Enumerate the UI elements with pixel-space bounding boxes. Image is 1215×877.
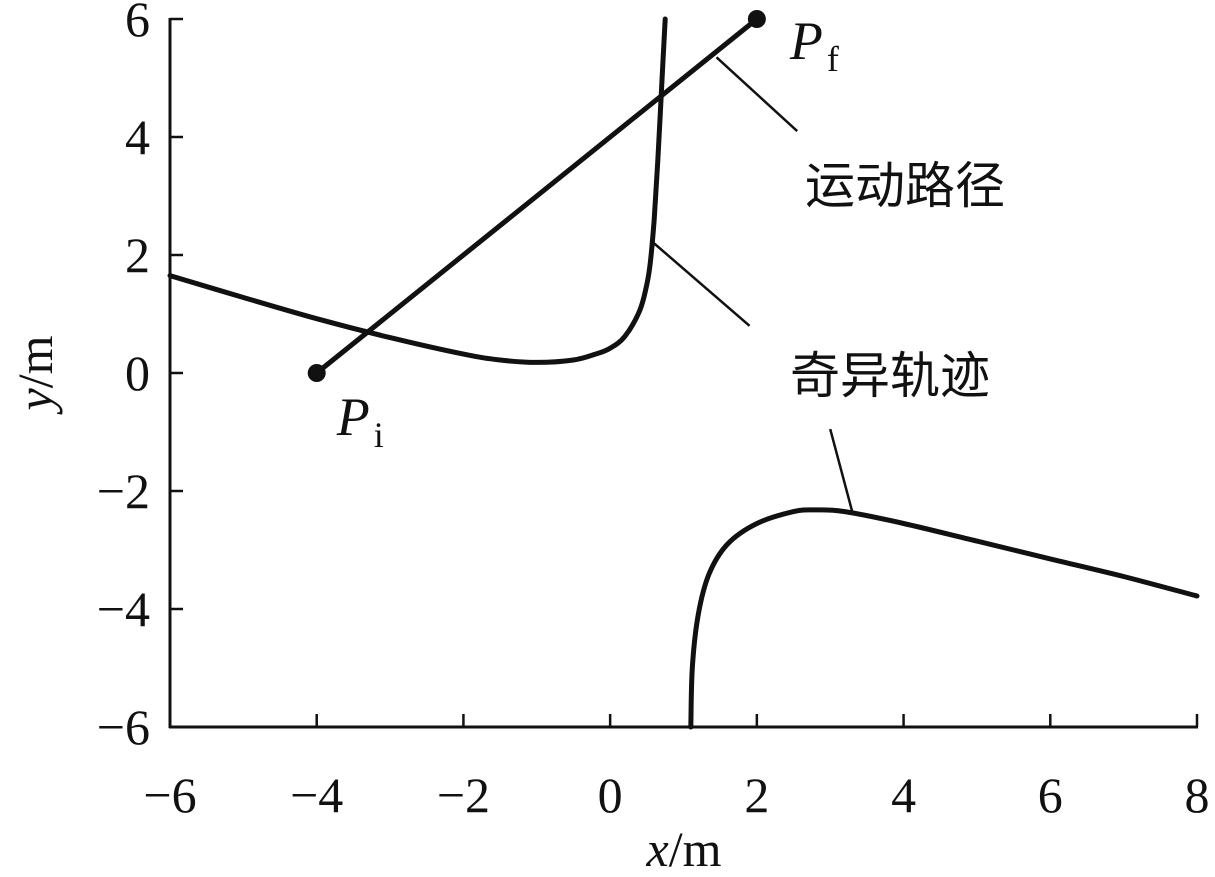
singular-trajectory-lower-line: [688, 507, 1200, 730]
x-axis-label: x/m: [646, 821, 722, 877]
y-tick-label: 0: [125, 345, 150, 401]
annotation-leader-line: [715, 56, 799, 133]
x-tick-label: −4: [290, 767, 343, 823]
x-tick-label: 0: [598, 767, 623, 823]
series: [167, 16, 1200, 730]
x-tick-label: 8: [1185, 767, 1210, 823]
y-tick-label: 6: [125, 0, 150, 47]
annotation-leader-line: [649, 239, 751, 327]
y-axis-ticks: −6 −4 −2 0 2 4 6: [97, 0, 183, 755]
y-axis-label: y/m: [7, 335, 63, 415]
motion-path-line: [314, 16, 760, 376]
x-tick-label: 6: [1038, 767, 1063, 823]
endpoint-marker: [747, 10, 766, 28]
y-tick-label: −4: [97, 581, 150, 637]
annotation-label: 奇异轨迹: [790, 347, 990, 405]
y-tick-label: 2: [125, 227, 150, 283]
x-axis-ticks: −6 −4 −2 0 2 4 6 8: [143, 714, 1210, 823]
x-tick-label: −2: [437, 767, 490, 823]
x-tick-label: 4: [891, 767, 916, 823]
endpoint-marker: [307, 364, 326, 382]
annotation-leader-line: [829, 428, 854, 512]
y-tick-label: 4: [125, 109, 150, 165]
y-tick-label: −2: [97, 463, 150, 519]
annotation-label: 运动路径: [805, 157, 1005, 215]
x-tick-label: −6: [143, 767, 196, 823]
x-tick-label: 2: [744, 767, 769, 823]
y-tick-label: −6: [97, 699, 150, 755]
singular-trajectory-upper-line: [167, 16, 668, 365]
